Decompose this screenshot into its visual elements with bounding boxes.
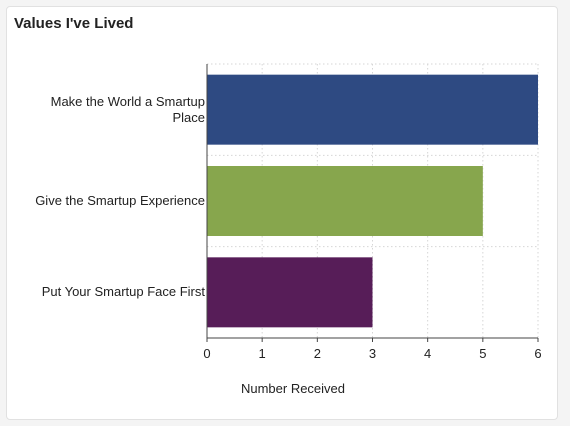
bar-3[interactable] bbox=[207, 257, 373, 328]
bar-1[interactable] bbox=[207, 74, 538, 145]
x-tick-label-1: 1 bbox=[258, 346, 266, 361]
x-axis-title: Number Received bbox=[240, 381, 346, 396]
x-tick-label-5: 5 bbox=[479, 346, 487, 361]
x-tick-label-4: 4 bbox=[424, 346, 432, 361]
x-tick-label-2: 2 bbox=[313, 346, 321, 361]
category-label-1: Make the World a Smartup Place bbox=[50, 93, 205, 125]
category-label-2: Give the Smartup Experience bbox=[35, 193, 205, 208]
category-label-3: Put Your Smartup Face First bbox=[41, 284, 205, 300]
x-tick-label-0: 0 bbox=[203, 346, 211, 361]
chart-title: Values I've Lived bbox=[14, 15, 134, 32]
bar-2[interactable] bbox=[207, 166, 483, 236]
x-tick-label-6: 6 bbox=[534, 346, 542, 361]
x-tick-label-3: 3 bbox=[368, 346, 377, 361]
